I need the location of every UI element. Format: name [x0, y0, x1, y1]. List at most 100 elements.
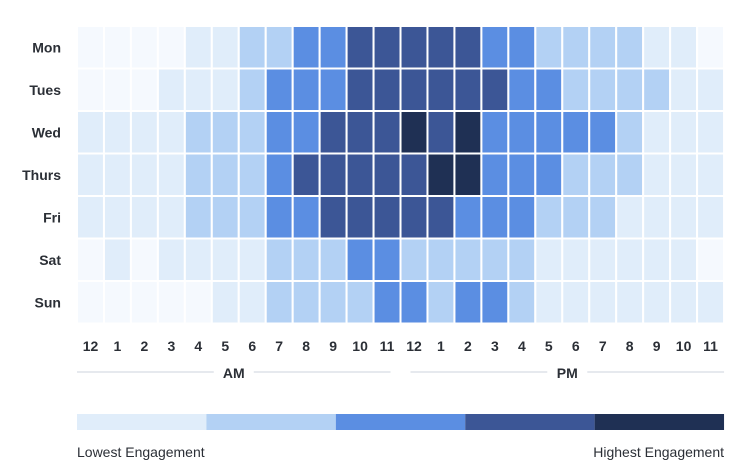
heatmap-cell: [480, 67, 510, 112]
heatmap-cell: [237, 195, 267, 240]
heatmap-cell: [480, 152, 510, 197]
day-label-sun: Sun: [35, 294, 61, 310]
heatmap-cell: [588, 25, 618, 70]
heatmap-cell: [183, 152, 213, 197]
heatmap-cell: [129, 67, 159, 112]
heatmap-cell: [534, 67, 564, 112]
heatmap-cell: [264, 152, 294, 197]
heatmap-cell: [237, 237, 267, 282]
heatmap-cell: [399, 25, 429, 70]
heatmap-cell: [291, 67, 321, 112]
heatmap-cell: [534, 280, 564, 325]
heatmap-cell: [210, 195, 240, 240]
hour-label: 10: [676, 338, 692, 354]
heatmap-cell: [426, 152, 456, 197]
heatmap-cell: [102, 280, 132, 325]
heatmap-cell: [183, 237, 213, 282]
heatmap-cell: [561, 195, 591, 240]
heatmap-cell: [642, 152, 672, 197]
heatmap-cell: [480, 280, 510, 325]
heatmap-cell: [264, 280, 294, 325]
hour-label: 5: [545, 338, 553, 354]
heatmap-cell: [399, 280, 429, 325]
heatmap-cell: [426, 237, 456, 282]
hour-label: 12: [83, 338, 99, 354]
heatmap-cell: [183, 195, 213, 240]
hour-label: 9: [653, 338, 661, 354]
heatmap-cell: [588, 237, 618, 282]
day-label-sat: Sat: [39, 252, 61, 268]
day-label-tues: Tues: [29, 82, 61, 98]
heatmap-cell: [291, 110, 321, 155]
heatmap-cell: [561, 110, 591, 155]
heatmap-cell: [426, 280, 456, 325]
hour-label: 3: [491, 338, 499, 354]
hour-label: 8: [626, 338, 634, 354]
heatmap-cell: [507, 67, 537, 112]
heatmap-cell: [669, 237, 699, 282]
hour-label: 11: [703, 338, 718, 354]
heatmap-cell: [76, 195, 105, 240]
hour-label: 1: [114, 338, 122, 354]
hour-label: 3: [167, 338, 175, 354]
day-label-mon: Mon: [32, 39, 61, 55]
hour-label: 9: [329, 338, 337, 354]
heatmap-cell: [507, 25, 537, 70]
heatmap-cell: [615, 195, 645, 240]
heatmap-cell: [102, 152, 132, 197]
heatmap-cell: [534, 25, 564, 70]
heatmap-cell: [615, 67, 645, 112]
heatmap-cell: [102, 195, 132, 240]
heatmap-cell: [156, 25, 186, 70]
period-label-am: AM: [223, 365, 245, 381]
heatmap-cell: [696, 110, 726, 155]
heatmap-cell: [561, 67, 591, 112]
heatmap-cell: [183, 110, 213, 155]
day-label-fri: Fri: [43, 209, 61, 225]
heatmap-cell: [318, 280, 348, 325]
heatmap-cell: [669, 152, 699, 197]
heatmap-cell: [615, 280, 645, 325]
heatmap-cell: [642, 110, 672, 155]
heatmap-cell: [480, 25, 510, 70]
heatmap-cell: [291, 280, 321, 325]
heatmap-cell: [696, 280, 726, 325]
heatmap-cell: [76, 67, 105, 112]
legend-swatch: [335, 414, 466, 430]
heatmap-cell: [399, 110, 429, 155]
heatmap-cell: [76, 25, 105, 70]
heatmap-cell: [696, 67, 726, 112]
heatmap-cell: [264, 67, 294, 112]
period-label-bg: [547, 362, 588, 382]
hour-label: 6: [572, 338, 580, 354]
legend-high-label: Highest Engagement: [593, 444, 724, 460]
heatmap-cell: [696, 25, 726, 70]
period-label-pm: PM: [557, 365, 578, 381]
heatmap-cell: [345, 110, 375, 155]
heatmap-cell: [507, 195, 537, 240]
heatmap-cell: [156, 67, 186, 112]
heatmap-cell: [372, 280, 402, 325]
heatmap-cell: [372, 195, 402, 240]
heatmap-cell: [534, 152, 564, 197]
hour-label: 10: [352, 338, 368, 354]
heatmap-cell: [534, 237, 564, 282]
hour-label: 12: [406, 338, 422, 354]
heatmap-cell: [615, 237, 645, 282]
heatmap-cell: [507, 110, 537, 155]
heatmap-cell: [399, 152, 429, 197]
heatmap-cell: [129, 110, 159, 155]
heatmap-cell: [453, 195, 483, 240]
heatmap-cell: [507, 280, 537, 325]
heatmap-cell: [156, 195, 186, 240]
hour-label: 8: [302, 338, 310, 354]
heatmap-cell: [480, 237, 510, 282]
period-label-bg: [213, 362, 254, 382]
heatmap-cell: [453, 280, 483, 325]
heatmap-cell: [696, 152, 726, 197]
heatmap-cell: [615, 110, 645, 155]
heatmap-cell: [76, 280, 105, 325]
heatmap-cell: [264, 237, 294, 282]
heatmap-cell: [345, 25, 375, 70]
heatmap-cell: [237, 25, 267, 70]
